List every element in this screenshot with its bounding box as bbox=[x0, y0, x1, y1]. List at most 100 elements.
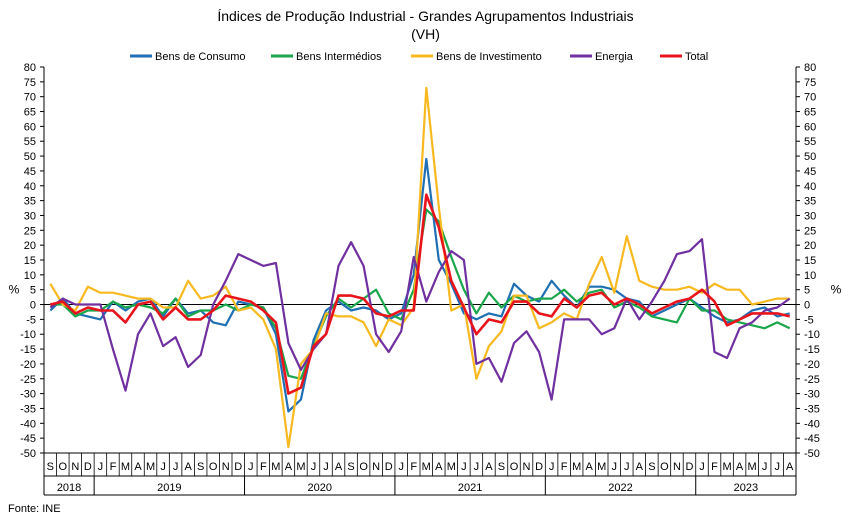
x-tick-label: O bbox=[209, 461, 218, 473]
y-tick-label-right: 20 bbox=[804, 240, 816, 252]
y-tick-label-right: -40 bbox=[804, 418, 820, 430]
x-tick-label: J bbox=[98, 461, 104, 473]
x-tick-label: J bbox=[624, 461, 630, 473]
y-tick-label-right: 70 bbox=[804, 92, 816, 104]
source-note: Fonte: INE bbox=[8, 503, 61, 515]
y-tick-label-left: -10 bbox=[20, 329, 36, 341]
y-tick-label-left: 65 bbox=[24, 107, 36, 119]
y-tick-label-right: 25 bbox=[804, 225, 816, 237]
x-tick-label: A bbox=[736, 461, 744, 473]
x-tick-label: S bbox=[197, 461, 204, 473]
y-tick-label-left: 10 bbox=[24, 270, 36, 282]
y-tick-label-left: 75 bbox=[24, 77, 36, 89]
y-tick-label-right: 65 bbox=[804, 107, 816, 119]
x-tick-label: N bbox=[71, 461, 79, 473]
y-tick-label-right: -30 bbox=[804, 389, 820, 401]
x-tick-label: S bbox=[347, 461, 354, 473]
x-tick-label: A bbox=[636, 461, 644, 473]
legend-label: Bens de Investimento bbox=[436, 51, 542, 63]
y-tick-label-right: -25 bbox=[804, 374, 820, 386]
y-tick-label-left: 60 bbox=[24, 121, 36, 133]
y-tick-label-right: -15 bbox=[804, 344, 820, 356]
legend-label: Bens de Consumo bbox=[155, 51, 246, 63]
x-tick-label: M bbox=[748, 461, 757, 473]
y-tick-label-left: 15 bbox=[24, 255, 36, 267]
y-tick-label-right: 45 bbox=[804, 166, 816, 178]
y-tick-label-right: 5 bbox=[804, 285, 810, 297]
x-tick-label: D bbox=[84, 461, 92, 473]
x-tick-label: D bbox=[685, 461, 693, 473]
y-tick-label-left: 30 bbox=[24, 210, 36, 222]
y-tick-label-right: 75 bbox=[804, 77, 816, 89]
year-label: 2021 bbox=[458, 482, 482, 494]
y-tick-label-left: 80 bbox=[24, 62, 36, 74]
y-tick-label-left: 45 bbox=[24, 166, 36, 178]
y-tick-label-left: -5 bbox=[26, 314, 36, 326]
x-tick-label: J bbox=[160, 461, 166, 473]
x-tick-label: D bbox=[535, 461, 543, 473]
y-tick-label-right: 50 bbox=[804, 151, 816, 163]
x-tick-label: M bbox=[121, 461, 130, 473]
x-tick-label: F bbox=[561, 461, 568, 473]
x-tick-label: S bbox=[498, 461, 505, 473]
x-tick-label: J bbox=[461, 461, 467, 473]
year-label: 2018 bbox=[57, 482, 81, 494]
x-tick-label: A bbox=[435, 461, 443, 473]
x-tick-label: J bbox=[398, 461, 404, 473]
y-tick-label-right: 80 bbox=[804, 62, 816, 74]
x-tick-label: J bbox=[612, 461, 618, 473]
year-label: 2019 bbox=[157, 482, 181, 494]
y-tick-label-left: 20 bbox=[24, 240, 36, 252]
y-tick-label-right: 10 bbox=[804, 270, 816, 282]
y-tick-label-right: -50 bbox=[804, 448, 820, 460]
y-tick-label-left: -15 bbox=[20, 344, 36, 356]
x-tick-label: S bbox=[648, 461, 655, 473]
series-line-total bbox=[50, 193, 791, 395]
x-tick-label: N bbox=[372, 461, 380, 473]
y-tick-label-left: -50 bbox=[20, 448, 36, 460]
y-tick-label-right: 35 bbox=[804, 196, 816, 208]
y-tick-label-right: 40 bbox=[804, 181, 816, 193]
y-tick-label-left: -25 bbox=[20, 374, 36, 386]
x-tick-label: A bbox=[335, 461, 343, 473]
y-tick-label-left: 50 bbox=[24, 151, 36, 163]
x-tick-label: J bbox=[762, 461, 768, 473]
x-tick-label: M bbox=[422, 461, 431, 473]
x-tick-label: O bbox=[660, 461, 669, 473]
y-tick-label-left: 70 bbox=[24, 92, 36, 104]
x-tick-label: J bbox=[173, 461, 179, 473]
x-tick-label: D bbox=[234, 461, 242, 473]
series-line-bens-intermédios bbox=[50, 208, 791, 380]
x-tick-label: M bbox=[296, 461, 305, 473]
y-tick-label-right: 60 bbox=[804, 121, 816, 133]
y-tick-label-left: -30 bbox=[20, 389, 36, 401]
x-tick-label: A bbox=[586, 461, 594, 473]
x-tick-label: M bbox=[597, 461, 606, 473]
x-tick-label: S bbox=[47, 461, 54, 473]
x-tick-label: J bbox=[323, 461, 329, 473]
x-tick-label: N bbox=[673, 461, 681, 473]
y-unit-left: % bbox=[9, 283, 20, 297]
x-tick-label: A bbox=[184, 461, 192, 473]
y-tick-label-left: 55 bbox=[24, 136, 36, 148]
y-tick-label-left: -45 bbox=[20, 433, 36, 445]
x-tick-label: F bbox=[410, 461, 417, 473]
x-tick-label: O bbox=[59, 461, 68, 473]
x-tick-label: M bbox=[146, 461, 155, 473]
y-tick-label-right: -35 bbox=[804, 403, 820, 415]
y-unit-right: % bbox=[831, 283, 842, 297]
y-tick-label-right: -20 bbox=[804, 359, 820, 371]
y-tick-label-right: 30 bbox=[804, 210, 816, 222]
series-line-bens-de-investimento bbox=[49, 86, 790, 449]
y-tick-label-right: -45 bbox=[804, 433, 820, 445]
y-tick-label-left: 0 bbox=[30, 300, 36, 312]
year-label: 2020 bbox=[307, 482, 331, 494]
y-tick-label-right: -10 bbox=[804, 329, 820, 341]
y-tick-label-right: 55 bbox=[804, 136, 816, 148]
legend-label: Bens Intermédios bbox=[296, 51, 382, 63]
x-tick-label: F bbox=[711, 461, 718, 473]
x-tick-label: O bbox=[359, 461, 368, 473]
x-tick-label: M bbox=[572, 461, 581, 473]
y-tick-label-left: 35 bbox=[24, 196, 36, 208]
